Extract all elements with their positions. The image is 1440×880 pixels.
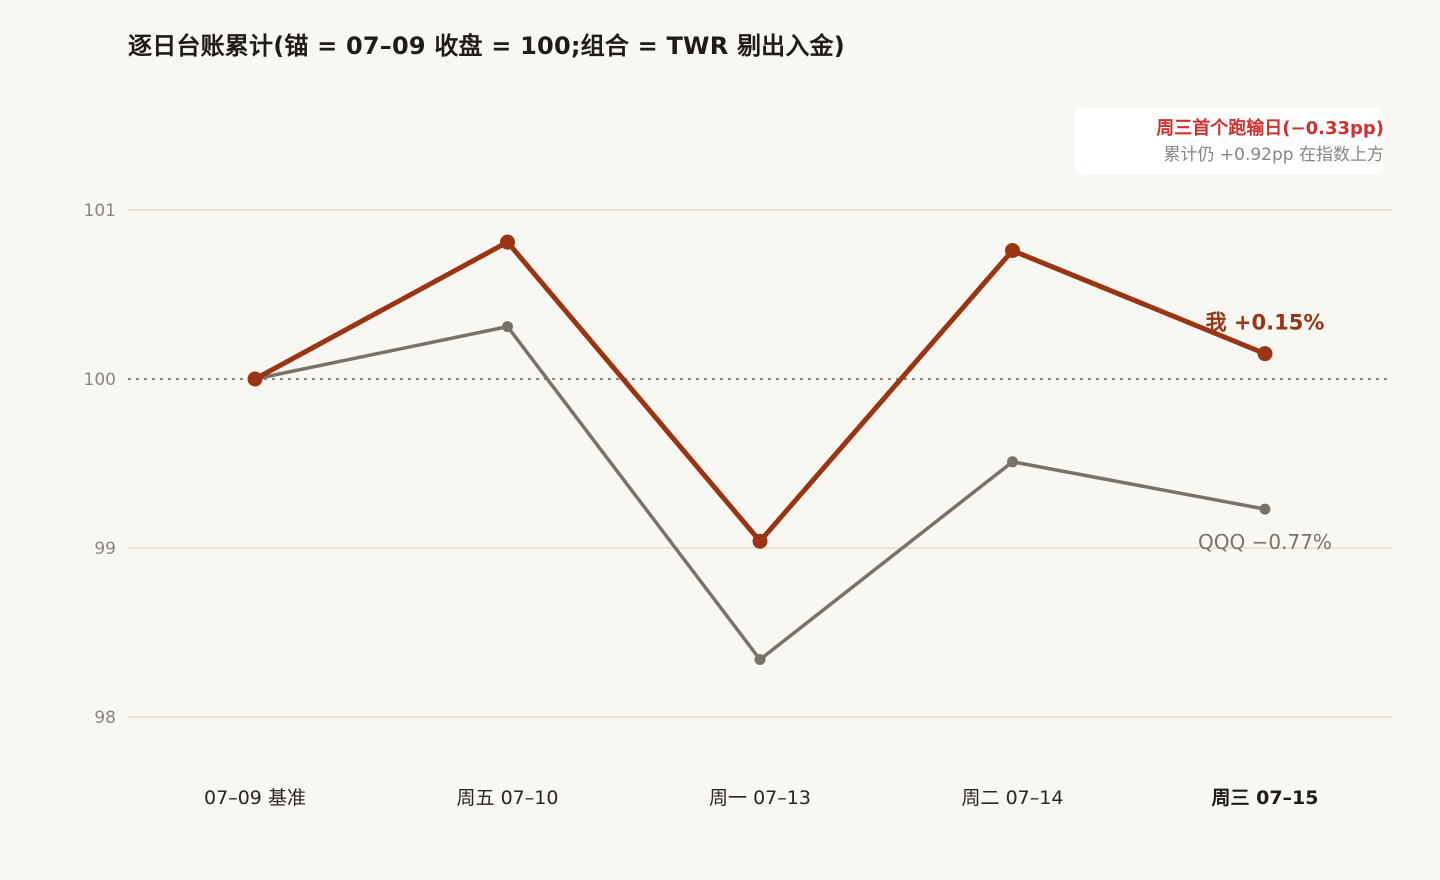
callout-headline: 周三首个跑输日(−0.33pp) bbox=[1156, 118, 1384, 139]
y-tick-label: 100 bbox=[84, 370, 116, 390]
x-tick-label: 07–09 基准 bbox=[204, 787, 306, 809]
x-tick-label: 周三 07–15 bbox=[1212, 787, 1319, 809]
y-tick-label: 98 bbox=[94, 708, 116, 728]
series-layer bbox=[247, 234, 1273, 666]
callout-box: 周三首个跑输日(−0.33pp) 累计仍 +0.92pp 在指数上方 bbox=[1074, 108, 1384, 175]
series-end-label: 我 +0.15% bbox=[1206, 311, 1325, 335]
label-layer: 98 99 100 101 07–09 基准 周五 07–10 周一 07–13 周二 07–… bbox=[84, 201, 1332, 809]
data-point-benchmark bbox=[502, 321, 513, 333]
x-tick-label: 周二 07–14 bbox=[962, 787, 1064, 809]
series-end-label: QQQ −0.77% bbox=[1198, 530, 1332, 554]
data-point-benchmark bbox=[1259, 503, 1271, 515]
y-tick-label: 101 bbox=[84, 201, 116, 221]
data-point-benchmark bbox=[1007, 456, 1018, 468]
y-tick-label: 99 bbox=[94, 539, 116, 559]
data-point-portfolio bbox=[500, 234, 515, 250]
series-line-benchmark bbox=[253, 324, 1267, 662]
data-point-portfolio bbox=[752, 533, 768, 549]
x-tick-label: 周五 07–10 bbox=[457, 787, 559, 809]
x-tick-label: 周一 07–13 bbox=[709, 787, 811, 809]
grid-layer bbox=[128, 209, 1392, 718]
callout-detail: 累计仍 +0.92pp 在指数上方 bbox=[1163, 145, 1385, 165]
chart-title: 逐日台账累计(锚 = 07–09 收盘 = 100;组合 = TWR 剔出入金) bbox=[128, 32, 845, 60]
data-point-portfolio bbox=[1257, 346, 1273, 362]
data-point-portfolio bbox=[1005, 243, 1020, 259]
data-point-benchmark bbox=[754, 654, 766, 666]
series-line-portfolio bbox=[252, 239, 1268, 544]
data-point-portfolio bbox=[247, 371, 263, 387]
